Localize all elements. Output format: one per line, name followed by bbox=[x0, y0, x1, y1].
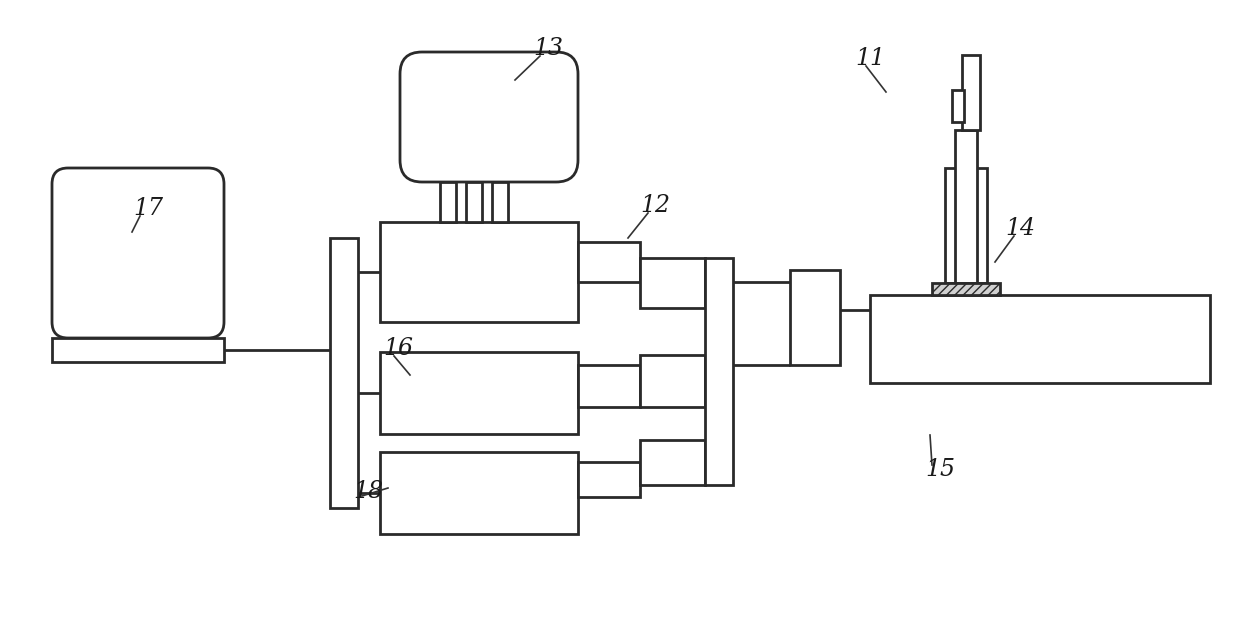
Bar bbox=[706, 258, 733, 485]
Text: 12: 12 bbox=[640, 194, 670, 217]
Text: 17: 17 bbox=[133, 196, 162, 220]
Bar bbox=[578, 365, 640, 407]
Text: 18: 18 bbox=[353, 480, 383, 503]
Bar bbox=[640, 440, 706, 485]
Bar bbox=[945, 168, 987, 283]
Bar bbox=[578, 242, 640, 282]
Bar bbox=[440, 182, 456, 222]
Bar bbox=[492, 182, 508, 222]
Bar bbox=[578, 462, 640, 497]
Text: 13: 13 bbox=[533, 37, 563, 59]
Bar bbox=[379, 452, 578, 534]
Bar bbox=[330, 238, 358, 508]
Bar bbox=[379, 352, 578, 434]
Bar bbox=[379, 222, 578, 322]
Bar bbox=[640, 355, 706, 407]
Bar bbox=[932, 283, 999, 295]
Bar bbox=[466, 182, 482, 222]
Bar bbox=[870, 295, 1210, 383]
Text: 16: 16 bbox=[383, 337, 413, 360]
Bar bbox=[52, 338, 224, 362]
Bar bbox=[640, 258, 706, 308]
Bar bbox=[962, 55, 980, 130]
FancyBboxPatch shape bbox=[52, 168, 224, 338]
Bar bbox=[952, 90, 963, 122]
FancyBboxPatch shape bbox=[401, 52, 578, 182]
Bar bbox=[955, 130, 977, 283]
Text: 14: 14 bbox=[1004, 217, 1035, 240]
Bar bbox=[790, 270, 839, 365]
Text: 11: 11 bbox=[856, 46, 885, 69]
Text: 15: 15 bbox=[925, 459, 955, 482]
